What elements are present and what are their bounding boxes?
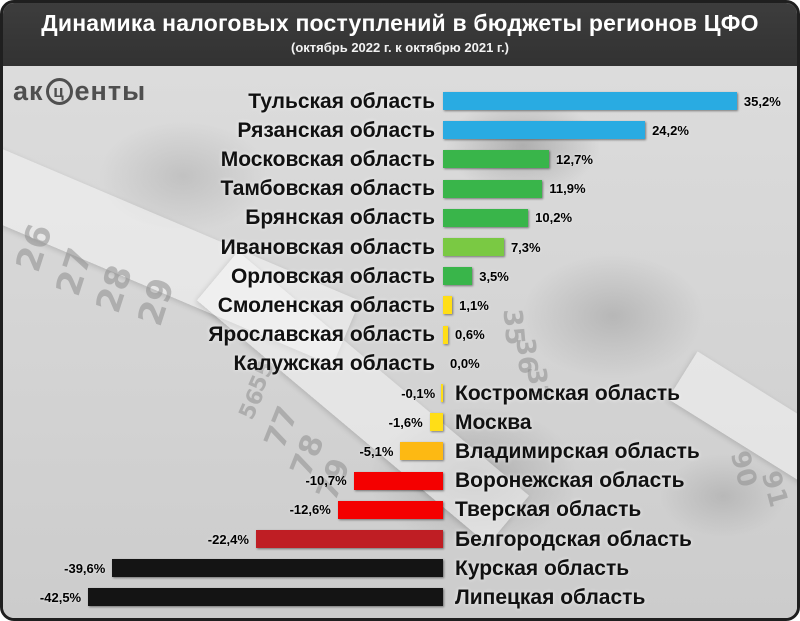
- chart-row: Тульская область 35,2%: [3, 87, 797, 116]
- region-label: Воронежская область: [455, 469, 685, 493]
- region-label: Рязанская область: [237, 118, 435, 142]
- value-label: 7,3%: [510, 239, 541, 255]
- logo-circled-glyph: ц: [53, 81, 65, 101]
- region-label: Белгородская область: [455, 527, 692, 551]
- region-label: Владимирская область: [455, 439, 700, 463]
- value-bar: [443, 208, 529, 227]
- chart-row: Липецкая область -42,5%: [3, 583, 797, 612]
- page-title: Динамика налоговых поступлений в бюджеты…: [41, 10, 759, 36]
- chart-row: Москва -1,6%: [3, 408, 797, 437]
- value-label: 11,9%: [549, 181, 586, 197]
- chart-row: Ивановская область 7,3%: [3, 233, 797, 262]
- region-label: Тамбовская область: [220, 177, 435, 201]
- value-label: -42,5%: [39, 589, 82, 605]
- chart-row: Костромская область -0,1%: [3, 379, 797, 408]
- value-bar: [443, 150, 550, 169]
- value-bar: [400, 442, 443, 461]
- value-label: 0,0%: [450, 356, 480, 372]
- value-bar: [112, 559, 443, 578]
- region-label: Тверская область: [455, 498, 642, 522]
- value-bar: [255, 530, 443, 548]
- region-label: Курская область: [455, 556, 630, 580]
- chart-row: Тамбовская область 11,9%: [3, 174, 797, 203]
- region-label: Брянская область: [245, 206, 435, 230]
- region-label: Тульская область: [248, 89, 435, 113]
- value-label: -1,6%: [388, 414, 423, 430]
- value-bar: [88, 588, 443, 607]
- region-label: Липецкая область: [455, 585, 646, 609]
- chart-rows: Тульская область 35,2% Рязанская область 24…: [3, 66, 797, 618]
- value-label: -5,1%: [359, 443, 394, 459]
- value-bar: [443, 267, 473, 286]
- value-bar: [443, 296, 453, 315]
- chart-row: Орловская область 3,5%: [3, 262, 797, 291]
- chart-area: 26 27 28 29 55 56 77 78 79 35 36 37 90 91 ак ц енты Т…: [3, 66, 797, 618]
- value-label: 10,2%: [535, 210, 573, 226]
- chart-row: Калужская область 0,0%: [3, 349, 797, 378]
- region-label: Костромская область: [455, 381, 681, 405]
- value-label: 35,2%: [743, 93, 781, 109]
- chart-row: Московская область 12,7%: [3, 145, 797, 174]
- value-label: -0,1%: [401, 385, 436, 401]
- region-label: Калужская область: [233, 352, 436, 376]
- chart-row: Ярославская область 0,6%: [3, 320, 797, 349]
- value-bar: [443, 179, 543, 198]
- value-bar: [443, 325, 448, 344]
- value-bar: [443, 121, 646, 140]
- region-label: Московская область: [220, 147, 435, 171]
- value-label: 24,2%: [652, 122, 689, 138]
- value-bar: [441, 384, 443, 402]
- chart-row: Воронежская область -10,7%: [3, 466, 797, 495]
- value-bar: [443, 92, 737, 110]
- chart-row: Смоленская область 1,1%: [3, 291, 797, 320]
- value-label: -12,6%: [289, 502, 331, 518]
- region-label: Ярославская область: [208, 323, 435, 347]
- value-label: 12,7%: [556, 151, 593, 167]
- header: Динамика налоговых поступлений в бюджеты…: [3, 3, 797, 66]
- chart-row: Рязанская область 24,2%: [3, 116, 797, 145]
- region-label: Москва: [455, 410, 532, 434]
- chart-row: Белгородская область -22,4%: [3, 525, 797, 554]
- page-subtitle: (октябрь 2022 г. к октябрю 2021 г.): [291, 40, 509, 55]
- value-label: -10,7%: [305, 473, 347, 489]
- value-label: -22,4%: [207, 531, 249, 547]
- value-bar: [429, 413, 443, 432]
- value-bar: [443, 238, 504, 256]
- region-label: Ивановская область: [220, 235, 435, 259]
- logo-text-suffix: енты: [74, 76, 147, 106]
- value-label: 3,5%: [479, 268, 509, 284]
- chart-row: Брянская область 10,2%: [3, 203, 797, 232]
- logo: ак ц енты: [13, 76, 146, 107]
- logo-text-prefix: ак: [13, 76, 44, 106]
- value-bar: [353, 471, 443, 490]
- region-label: Смоленская область: [217, 293, 435, 317]
- chart-row: Тверская область -12,6%: [3, 495, 797, 524]
- value-bar: [337, 500, 443, 519]
- chart-row: Владимирская область -5,1%: [3, 437, 797, 466]
- chart-row: Курская область -39,6%: [3, 554, 797, 583]
- logo-circle-letter: ц: [45, 78, 73, 105]
- region-label: Орловская область: [230, 264, 435, 288]
- value-label: -39,6%: [64, 560, 106, 576]
- value-label: 1,1%: [459, 297, 489, 313]
- value-label: 0,6%: [455, 327, 485, 343]
